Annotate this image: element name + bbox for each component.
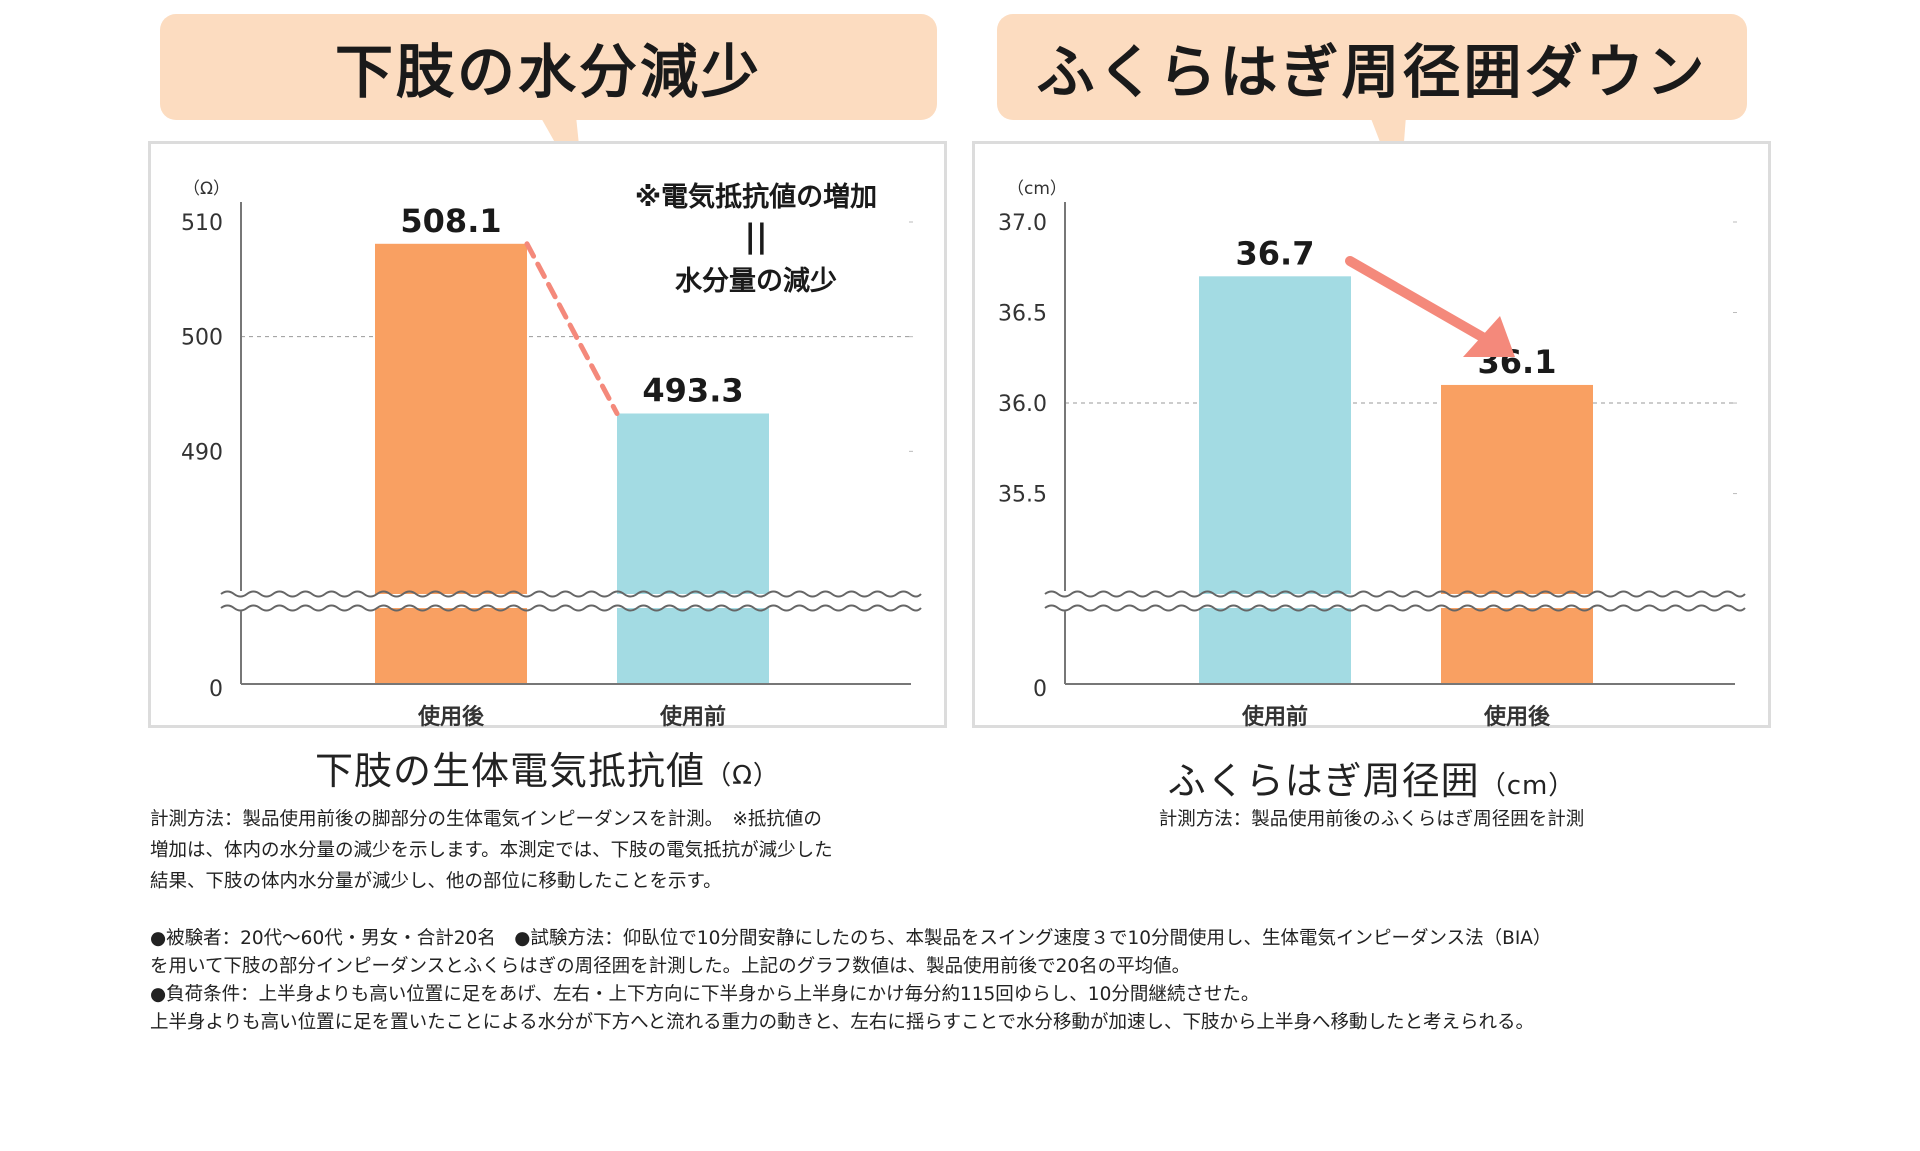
chart-panel-left: （Ω） 510 500 490 0 508.1 使用後 493.3 使用前 ※電気抵抗値の増加 ||… xyxy=(148,141,947,730)
method-note-left-line: 増加は、体内の水分量の減少を示します。本測定では、下肢の電気抵抗が減少した xyxy=(150,840,833,861)
bar-使用前 xyxy=(617,413,769,684)
bar-使用後 xyxy=(375,243,527,684)
axis-break-wave xyxy=(1044,604,1746,612)
y-tick-label: 500 xyxy=(181,326,223,351)
method-note-left-line: 計測方法：製品使用前後の脚部分の生体電気インピーダンスを計測。 ※抵抗値の xyxy=(150,809,822,830)
headline-left-bubble: 下肢の水分減少 xyxy=(160,14,937,120)
axis-break-wave xyxy=(220,604,922,612)
axis-break-wave xyxy=(220,590,922,598)
chart-panel-right: （cm） 37.0 36.5 36.0 35.5 0 36.7 使用前 36.1 使用後 xyxy=(972,141,1771,730)
y-tick-label: 510 xyxy=(181,211,223,236)
y-axis-unit-label: （Ω） xyxy=(183,179,230,199)
y-tick-label: 0 xyxy=(1033,677,1047,702)
annotation-line: 水分量の減少 xyxy=(675,266,837,297)
headline-right: ふくらはぎ周径囲ダウン xyxy=(1036,38,1708,106)
chart-title-right: ふくらはぎ周径囲（cm） xyxy=(972,750,1771,805)
chart-title-left: 下肢の生体電気抵抗値（Ω） xyxy=(148,740,947,795)
y-tick-label: 490 xyxy=(181,440,223,465)
method-note-left-line: 結果、下肢の体内水分量が減少し、他の部位に移動したことを示す。 xyxy=(150,871,722,892)
method-note-right-text: 計測方法：製品使用前後のふくらはぎ周径囲を計測 xyxy=(1158,809,1585,830)
headline-right-bubble: ふくらはぎ周径囲ダウン xyxy=(997,14,1747,120)
y-tick-label: 36.5 xyxy=(998,302,1047,327)
y-tick-label: 35.5 xyxy=(998,483,1047,508)
decrease-arrow-shaft xyxy=(1345,256,1496,347)
method-note-right: 計測方法：製品使用前後のふくらはぎ周径囲を計測 xyxy=(972,804,1771,835)
footnotes: ●被験者：20代～60代・男女・合計20名 ●試験方法：仰臥位で10分間安静にし… xyxy=(150,925,1800,1037)
footnote-line: ●被験者：20代～60代・男女・合計20名 ●試験方法：仰臥位で10分間安静にし… xyxy=(150,928,1552,949)
dashed-connector-line xyxy=(524,241,620,416)
bar-使用前 xyxy=(1199,276,1351,684)
chart-title-right-text: ふくらはぎ周径囲 xyxy=(1167,759,1480,803)
y-tick-label: 0 xyxy=(209,677,223,702)
footnote-line: 上半身よりも高い位置に足を置いたことによる水分が下方へと流れる重力の動きと、左右… xyxy=(150,1012,1534,1033)
bar-value-label: 36.7 xyxy=(1236,234,1315,272)
chart-title-left-text: 下肢の生体電気抵抗値 xyxy=(315,749,706,793)
decrease-arrow-head xyxy=(1463,316,1515,357)
footnote-line: を用いて下肢の部分インピーダンスとふくらはぎの周径囲を計測した。上記のグラフ数値… xyxy=(150,956,1191,977)
bar-使用後 xyxy=(1441,384,1593,684)
bar-value-label: 493.3 xyxy=(642,371,743,409)
axis-break-wave xyxy=(1044,590,1746,598)
y-axis-unit-label: （cm） xyxy=(1007,179,1067,199)
chart-title-left-unit: （Ω） xyxy=(705,761,780,791)
axis-break-band xyxy=(221,594,923,608)
chart-title-right-unit: （cm） xyxy=(1479,771,1576,801)
annotation-equals: || xyxy=(744,217,767,256)
bar-value-label: 508.1 xyxy=(400,202,501,240)
x-category-label: 使用前 xyxy=(1241,704,1308,730)
footnote-line: ●負荷条件：上半身よりも高い位置に足をあげ、左右・上下方向に下半身から上半身にか… xyxy=(150,984,1260,1005)
x-category-label: 使用前 xyxy=(659,704,726,730)
chart-left: （Ω） 510 500 490 0 508.1 使用後 493.3 使用前 ※電気抵抗値の増加 ||… xyxy=(181,179,923,730)
method-note-left: 計測方法：製品使用前後の脚部分の生体電気インピーダンスを計測。 ※抵抗値の 増加… xyxy=(150,804,970,897)
y-tick-label: 37.0 xyxy=(998,211,1047,236)
y-tick-label: 36.0 xyxy=(998,392,1047,417)
annotation-line: ※電気抵抗値の増加 xyxy=(635,181,877,213)
headline-left: 下肢の水分減少 xyxy=(334,38,762,106)
x-category-label: 使用後 xyxy=(417,704,485,730)
axis-break-band xyxy=(1045,594,1747,608)
x-category-label: 使用後 xyxy=(1483,704,1551,730)
